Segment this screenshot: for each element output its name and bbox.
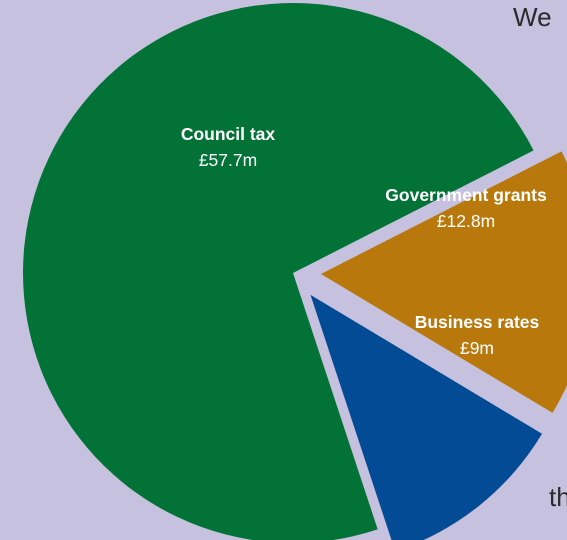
pie-slice-government-grants (320, 151, 567, 413)
slice-label-council-tax: Council tax (181, 124, 276, 144)
slice-label-government-grants: Government grants (385, 185, 547, 205)
slice-value-council-tax: £57.7m (199, 150, 257, 170)
pie-slice-council-tax (23, 3, 534, 540)
slice-label-business-rates: Business rates (415, 312, 540, 332)
slice-value-business-rates: £9m (460, 338, 494, 358)
background-text-bottom: th (549, 482, 567, 512)
pie-slice-business-rates (310, 294, 543, 540)
background-text-top: We (513, 2, 552, 32)
slice-value-government-grants: £12.8m (437, 211, 495, 231)
